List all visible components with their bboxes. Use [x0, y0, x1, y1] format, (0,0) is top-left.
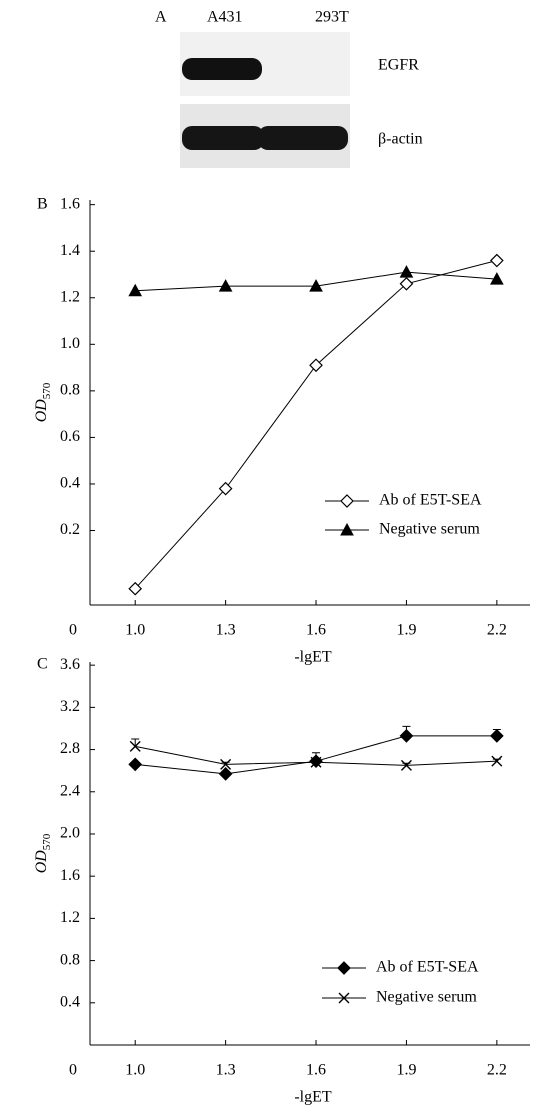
figure: A A431 293T EGFR β-actin B 0.2 0.4 0.6 0.8 1.…: [0, 0, 544, 1118]
x-tick-label: 1.9: [396, 622, 416, 639]
origin-label: 0: [69, 622, 77, 639]
y-label-text: OD: [33, 399, 50, 423]
y-tick-label: 2.8: [60, 740, 80, 757]
chart: B 0.2 0.4 0.6 0.8 1.0 1.2 1.4 1.6 1.0 1.3 1.6 1.9 2.2…: [33, 195, 530, 665]
blot-band: [182, 126, 264, 150]
panel-label: B: [37, 196, 48, 213]
x-tick-label: 1.0: [125, 622, 145, 639]
blot-band: [258, 126, 348, 150]
marker: [220, 768, 232, 780]
legend-label: Negative serum: [376, 989, 477, 1006]
chart: C 0.4 0.8 1.2 1.6 2.0 2.4 2.8 3.2 3.6 1.0 1.3 1.6 1.9…: [33, 656, 530, 1106]
lane-label: 293T: [315, 9, 349, 26]
x-tick-label: 1.6: [306, 1062, 326, 1079]
y-tick-label: 3.6: [60, 656, 80, 673]
y-tick-label: 1.4: [60, 242, 80, 259]
x-tick-label: 1.9: [396, 1062, 416, 1079]
x-axis-label: -lgET: [294, 649, 332, 666]
x-tick-label: 2.2: [487, 1062, 507, 1079]
y-tick-label: 0.2: [60, 521, 80, 538]
y-tick-label: 0.4: [60, 993, 80, 1010]
blot-band: [182, 58, 262, 80]
marker: [129, 758, 141, 770]
x-tick-label: 2.2: [487, 622, 507, 639]
y-tick-label: 0.4: [60, 475, 80, 492]
y-tick-label: 1.6: [60, 867, 80, 884]
y-tick-label: 1.2: [60, 909, 80, 926]
panel-label: C: [37, 656, 48, 673]
y-tick-label: 0.8: [60, 951, 80, 968]
row-label: β-actin: [378, 131, 423, 148]
x-axis-label: -lgET: [294, 1089, 332, 1106]
y-axis-label: OD570: [33, 382, 53, 422]
y-label-subscript: 570: [41, 833, 53, 850]
lane-label: A431: [207, 9, 243, 26]
panel-label: A: [155, 9, 167, 26]
marker: [400, 730, 412, 742]
blot-panel: A A431 293T EGFR β-actin: [155, 9, 423, 168]
legend-label: Negative serum: [379, 521, 480, 538]
y-tick-label: 2.0: [60, 825, 80, 842]
y-tick-label: 0.8: [60, 382, 80, 399]
legend-label: Ab of E5T-SEA: [379, 492, 482, 509]
y-tick-label: 0.6: [60, 428, 80, 445]
origin-label: 0: [69, 1062, 77, 1079]
marker: [491, 255, 503, 267]
marker: [341, 495, 353, 507]
x-tick-label: 1.6: [306, 622, 326, 639]
x-tick-label: 1.3: [216, 1062, 236, 1079]
legend-label: Ab of E5T-SEA: [376, 959, 479, 976]
y-tick-label: 1.2: [60, 288, 80, 305]
series-line: [135, 261, 497, 589]
y-tick-label: 3.2: [60, 698, 80, 715]
x-tick-label: 1.0: [125, 1062, 145, 1079]
marker: [338, 962, 350, 974]
marker: [491, 730, 503, 742]
y-axis-label: OD570: [33, 833, 53, 873]
y-tick-label: 2.4: [60, 782, 80, 799]
y-label-text: OD: [33, 850, 50, 874]
x-tick-label: 1.3: [216, 622, 236, 639]
row-label: EGFR: [378, 57, 419, 74]
y-label-subscript: 570: [41, 382, 53, 399]
marker: [400, 266, 412, 277]
y-tick-label: 1.0: [60, 335, 80, 352]
y-tick-label: 1.6: [60, 195, 80, 212]
